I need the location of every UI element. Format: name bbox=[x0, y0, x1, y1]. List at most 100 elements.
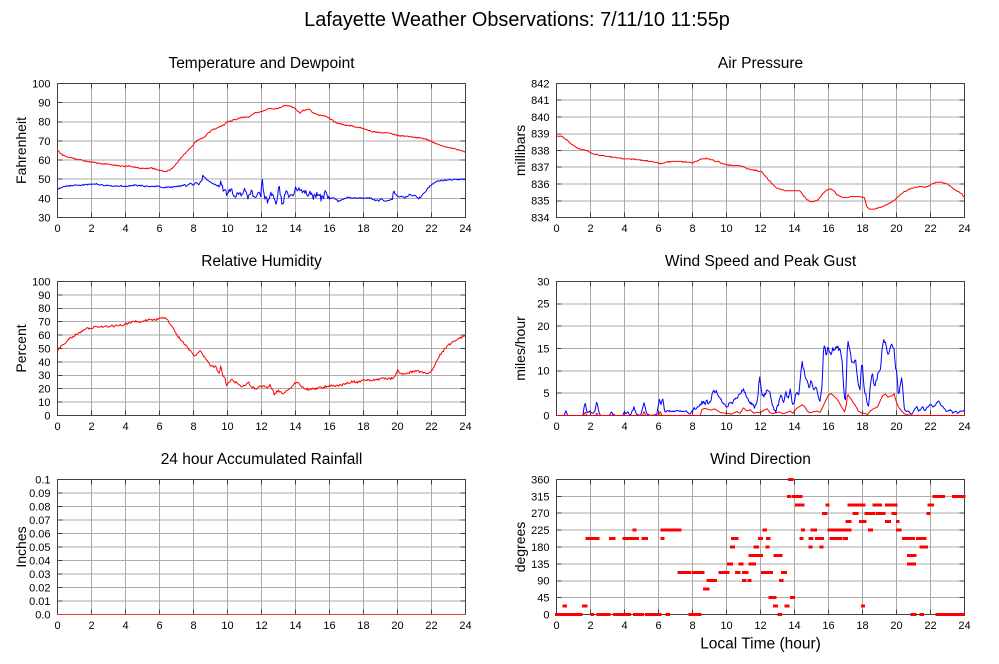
svg-text:840: 840 bbox=[531, 112, 549, 124]
svg-text:14: 14 bbox=[289, 421, 301, 433]
svg-text:30: 30 bbox=[38, 212, 50, 224]
svg-text:16: 16 bbox=[822, 223, 834, 235]
svg-text:2: 2 bbox=[587, 223, 593, 235]
svg-text:4: 4 bbox=[122, 620, 128, 632]
svg-text:Air Pressure: Air Pressure bbox=[718, 55, 803, 72]
svg-text:20: 20 bbox=[391, 421, 403, 433]
svg-text:0.08: 0.08 bbox=[29, 501, 50, 513]
svg-text:24: 24 bbox=[459, 620, 471, 632]
svg-text:8: 8 bbox=[190, 223, 196, 235]
svg-text:Wind Speed and Peak Gust: Wind Speed and Peak Gust bbox=[665, 253, 857, 270]
svg-text:10: 10 bbox=[221, 223, 233, 235]
svg-text:70: 70 bbox=[38, 136, 50, 148]
svg-text:4: 4 bbox=[122, 223, 128, 235]
svg-text:30: 30 bbox=[38, 370, 50, 382]
svg-text:Local Time (hour): Local Time (hour) bbox=[700, 636, 821, 653]
svg-text:4: 4 bbox=[122, 421, 128, 433]
svg-text:18: 18 bbox=[856, 421, 868, 433]
svg-text:25: 25 bbox=[537, 299, 549, 311]
svg-text:100: 100 bbox=[32, 276, 50, 288]
svg-text:0: 0 bbox=[54, 421, 60, 433]
svg-text:836: 836 bbox=[531, 179, 549, 191]
svg-text:40: 40 bbox=[38, 193, 50, 205]
svg-text:30: 30 bbox=[537, 276, 549, 288]
svg-text:Wind Direction: Wind Direction bbox=[710, 451, 811, 468]
svg-text:2: 2 bbox=[88, 223, 94, 235]
svg-text:10: 10 bbox=[720, 620, 732, 632]
svg-text:0.05: 0.05 bbox=[29, 542, 50, 554]
svg-text:0.09: 0.09 bbox=[29, 488, 50, 500]
svg-text:8: 8 bbox=[689, 223, 695, 235]
svg-text:60: 60 bbox=[38, 330, 50, 342]
svg-text:839: 839 bbox=[531, 129, 549, 141]
svg-text:12: 12 bbox=[754, 223, 766, 235]
svg-text:24 hour Accumulated Rainfall: 24 hour Accumulated Rainfall bbox=[161, 451, 363, 468]
svg-text:0: 0 bbox=[543, 609, 549, 621]
svg-text:8: 8 bbox=[689, 620, 695, 632]
svg-text:12: 12 bbox=[754, 421, 766, 433]
svg-text:90: 90 bbox=[38, 290, 50, 302]
svg-text:22: 22 bbox=[924, 223, 936, 235]
svg-text:millibars: millibars bbox=[512, 125, 528, 176]
svg-text:6: 6 bbox=[655, 620, 661, 632]
svg-text:20: 20 bbox=[38, 384, 50, 396]
svg-text:16: 16 bbox=[323, 620, 335, 632]
svg-text:70: 70 bbox=[38, 317, 50, 329]
svg-text:2: 2 bbox=[587, 421, 593, 433]
svg-text:24: 24 bbox=[459, 421, 471, 433]
svg-text:0: 0 bbox=[553, 620, 559, 632]
svg-text:0.07: 0.07 bbox=[29, 515, 50, 527]
svg-text:24: 24 bbox=[958, 223, 970, 235]
svg-text:12: 12 bbox=[255, 223, 267, 235]
svg-text:4: 4 bbox=[621, 620, 627, 632]
svg-text:838: 838 bbox=[531, 145, 549, 157]
svg-text:0.03: 0.03 bbox=[29, 569, 50, 581]
svg-text:Fahrenheit: Fahrenheit bbox=[13, 117, 29, 184]
svg-text:10: 10 bbox=[221, 620, 233, 632]
svg-text:14: 14 bbox=[788, 421, 800, 433]
svg-text:100: 100 bbox=[32, 78, 50, 90]
svg-text:2: 2 bbox=[587, 620, 593, 632]
svg-text:0.0: 0.0 bbox=[35, 609, 50, 621]
svg-text:0: 0 bbox=[553, 421, 559, 433]
svg-text:50: 50 bbox=[38, 343, 50, 355]
svg-text:835: 835 bbox=[531, 196, 549, 208]
svg-text:15: 15 bbox=[537, 343, 549, 355]
svg-text:14: 14 bbox=[788, 620, 800, 632]
svg-text:24: 24 bbox=[459, 223, 471, 235]
svg-text:22: 22 bbox=[425, 421, 437, 433]
svg-text:22: 22 bbox=[924, 421, 936, 433]
svg-text:18: 18 bbox=[357, 421, 369, 433]
svg-text:80: 80 bbox=[38, 303, 50, 315]
svg-text:18: 18 bbox=[357, 223, 369, 235]
svg-text:2: 2 bbox=[88, 620, 94, 632]
svg-text:6: 6 bbox=[156, 620, 162, 632]
svg-text:20: 20 bbox=[391, 223, 403, 235]
svg-text:Percent: Percent bbox=[13, 324, 29, 372]
svg-text:6: 6 bbox=[156, 421, 162, 433]
svg-text:8: 8 bbox=[689, 421, 695, 433]
svg-text:0.06: 0.06 bbox=[29, 528, 50, 540]
svg-text:45: 45 bbox=[537, 593, 549, 605]
svg-text:18: 18 bbox=[357, 620, 369, 632]
svg-text:10: 10 bbox=[720, 421, 732, 433]
svg-text:Inches: Inches bbox=[13, 526, 29, 567]
svg-text:20: 20 bbox=[537, 321, 549, 333]
svg-text:0: 0 bbox=[44, 410, 50, 422]
svg-text:270: 270 bbox=[531, 508, 549, 520]
svg-text:40: 40 bbox=[38, 357, 50, 369]
svg-text:10: 10 bbox=[720, 223, 732, 235]
svg-text:12: 12 bbox=[255, 620, 267, 632]
svg-text:Lafayette Weather Observations: Lafayette Weather Observations: 7/11/10 … bbox=[304, 9, 730, 31]
svg-text:225: 225 bbox=[531, 525, 549, 537]
svg-text:10: 10 bbox=[537, 366, 549, 378]
svg-text:842: 842 bbox=[531, 78, 549, 90]
svg-text:80: 80 bbox=[38, 117, 50, 129]
svg-text:miles/hour: miles/hour bbox=[512, 316, 528, 381]
svg-text:22: 22 bbox=[425, 620, 437, 632]
svg-text:0: 0 bbox=[54, 620, 60, 632]
svg-text:6: 6 bbox=[156, 223, 162, 235]
svg-text:834: 834 bbox=[531, 212, 549, 224]
svg-text:360: 360 bbox=[531, 474, 549, 486]
svg-text:18: 18 bbox=[856, 223, 868, 235]
